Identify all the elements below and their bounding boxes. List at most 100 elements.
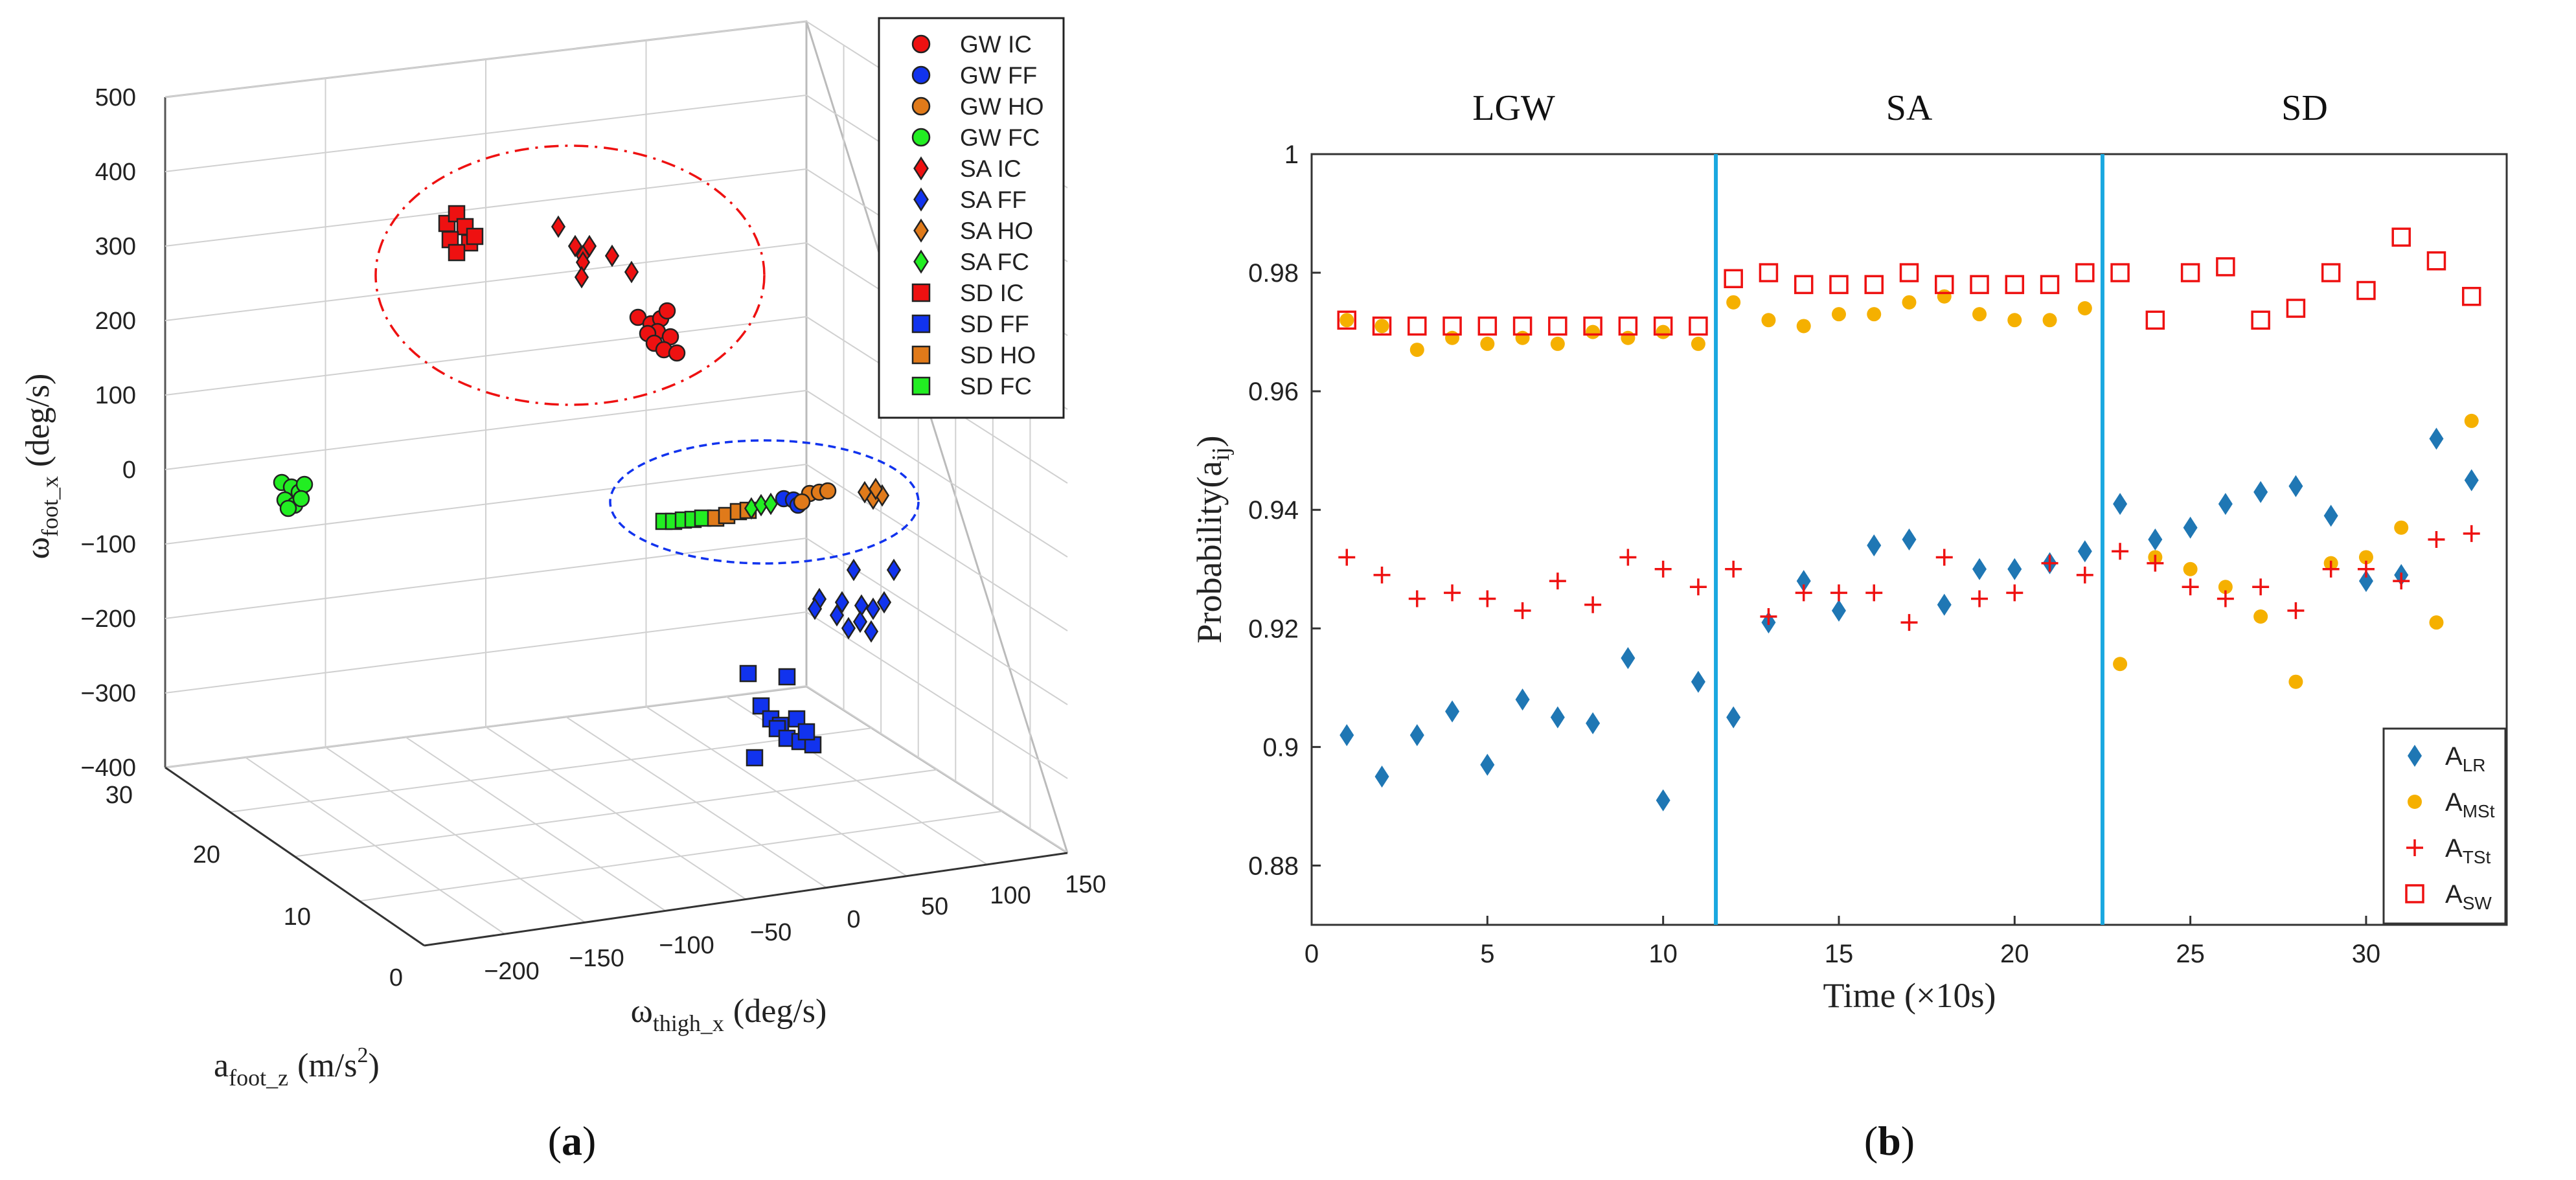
sa-ic-point — [574, 266, 589, 289]
point-lr — [1691, 670, 1705, 693]
x-axis-line — [424, 852, 1068, 947]
legend-box — [878, 17, 1065, 419]
point-mst — [2464, 413, 2479, 428]
point-mst — [1480, 336, 1495, 351]
x-tick-label: −150 — [569, 945, 624, 972]
sd-ff-point — [752, 697, 770, 715]
point-sw — [2356, 280, 2376, 301]
point-lr — [2323, 505, 2338, 527]
legend-marker-sa-fc — [913, 249, 929, 274]
sa-ff-point — [886, 558, 902, 582]
point-sw — [2286, 299, 2306, 318]
legend-box-b — [2382, 727, 2507, 925]
cluster-ellipse-ic — [374, 144, 766, 406]
point-lr — [1937, 593, 1952, 616]
z-tick-label: 300 — [95, 233, 136, 260]
point-sw — [1829, 275, 1849, 295]
sa-ff-point — [846, 558, 861, 582]
caption-b-open: ( — [1864, 1118, 1878, 1164]
legend-marker-sw — [2405, 884, 2424, 903]
grid-line — [359, 810, 1003, 902]
point-tst — [1408, 590, 1426, 607]
point-mst — [1937, 289, 1952, 304]
point-sw — [1899, 263, 1919, 282]
caption-a-letter: a — [562, 1118, 582, 1164]
point-sw — [1618, 316, 1638, 336]
point-sw — [1408, 316, 1427, 336]
point-tst — [1479, 590, 1496, 607]
point-sw — [2391, 227, 2411, 247]
caption-b-close: ) — [1901, 1118, 1915, 1164]
grid-line — [229, 727, 872, 813]
point-sw — [1864, 275, 1884, 295]
panel-a-3d-scatter: 500 400 300 200 100 0 −100 −200 −300 −40… — [19, 17, 1106, 1164]
point-tst — [2252, 578, 2270, 596]
point-lr — [1656, 789, 1670, 811]
legend-marker-sd-ff — [911, 314, 931, 334]
x-label-main: ω — [631, 993, 653, 1030]
x-tick-label: −50 — [750, 919, 792, 946]
legend-marker-mst — [2408, 795, 2422, 809]
point-mst — [1656, 324, 1670, 339]
y-label-b-main: Probability(a — [1190, 461, 1229, 644]
legend-label: SA FC — [960, 249, 1029, 275]
point-tst — [1725, 560, 1742, 578]
x-tick-label: 50 — [921, 893, 948, 920]
point-tst — [2357, 560, 2375, 578]
y-axis-line — [165, 766, 425, 947]
point-mst — [1691, 336, 1705, 351]
point-lr — [2253, 481, 2268, 503]
legend-label: SD FC — [960, 373, 1032, 400]
sd-ic-point — [466, 227, 484, 245]
x-tick-label: 5 — [1480, 940, 1494, 968]
point-mst — [2077, 301, 2092, 315]
y-tick-labels: 30 20 10 0 — [106, 782, 403, 992]
phase-label: LGW — [1472, 88, 1555, 128]
y-axis-label-b: Probability(aij) — [1190, 435, 1235, 643]
sd-ff-point — [797, 723, 815, 741]
y-tick-label: 0.94 — [1248, 496, 1299, 525]
gw-ho-point — [793, 493, 811, 511]
point-lr — [1972, 558, 1987, 580]
z-tick-label: 100 — [95, 382, 136, 409]
x-tick-label: 0 — [847, 906, 860, 933]
point-lr — [2113, 493, 2128, 516]
point-lr — [2077, 540, 2092, 563]
point-mst — [2218, 580, 2233, 595]
point-tst — [2006, 584, 2023, 602]
point-tst — [2428, 531, 2445, 548]
legend-marker-gw-fc — [911, 128, 931, 147]
gw-ic-point — [668, 344, 686, 362]
point-tst — [2322, 560, 2340, 578]
sa-ff-point — [841, 617, 856, 640]
legend-label: SD FF — [960, 311, 1029, 337]
z-axis-label: ωfoot_x (deg/s) — [19, 374, 63, 560]
point-lr — [1586, 712, 1601, 734]
point-tst — [1865, 584, 1883, 602]
legend-marker-gw-ic — [911, 34, 931, 54]
sa-ic-point — [551, 215, 566, 238]
point-sw — [1724, 269, 1743, 288]
point-mst — [1586, 324, 1601, 339]
legend-label: GW HO — [960, 93, 1043, 120]
point-tst — [1444, 584, 1461, 602]
z-tick-labels: 500 400 300 200 100 0 −100 −200 −300 −40… — [80, 84, 136, 782]
z-tick-label: −100 — [80, 531, 136, 558]
legend-label: SD IC — [960, 280, 1024, 306]
grid-line — [806, 464, 1068, 631]
point-sw — [1970, 275, 1989, 295]
sa-ic-point — [604, 244, 620, 267]
point-mst — [1374, 319, 1389, 334]
sa-ho-point — [868, 477, 883, 501]
sa-ff-point — [854, 594, 869, 617]
point-lr — [1550, 706, 1565, 729]
point-lr — [1831, 599, 1846, 622]
point-sw — [2110, 263, 2130, 282]
y-label-main: a — [214, 1047, 229, 1084]
sa-ff-point — [865, 597, 881, 620]
point-mst — [1761, 313, 1776, 328]
point-tst — [1514, 602, 1531, 619]
panel-a-legend: GW IC GW FF GW HO GW FC SA IC SA FF SA HO SA FC… — [878, 17, 1065, 419]
point-tst — [2287, 602, 2305, 619]
